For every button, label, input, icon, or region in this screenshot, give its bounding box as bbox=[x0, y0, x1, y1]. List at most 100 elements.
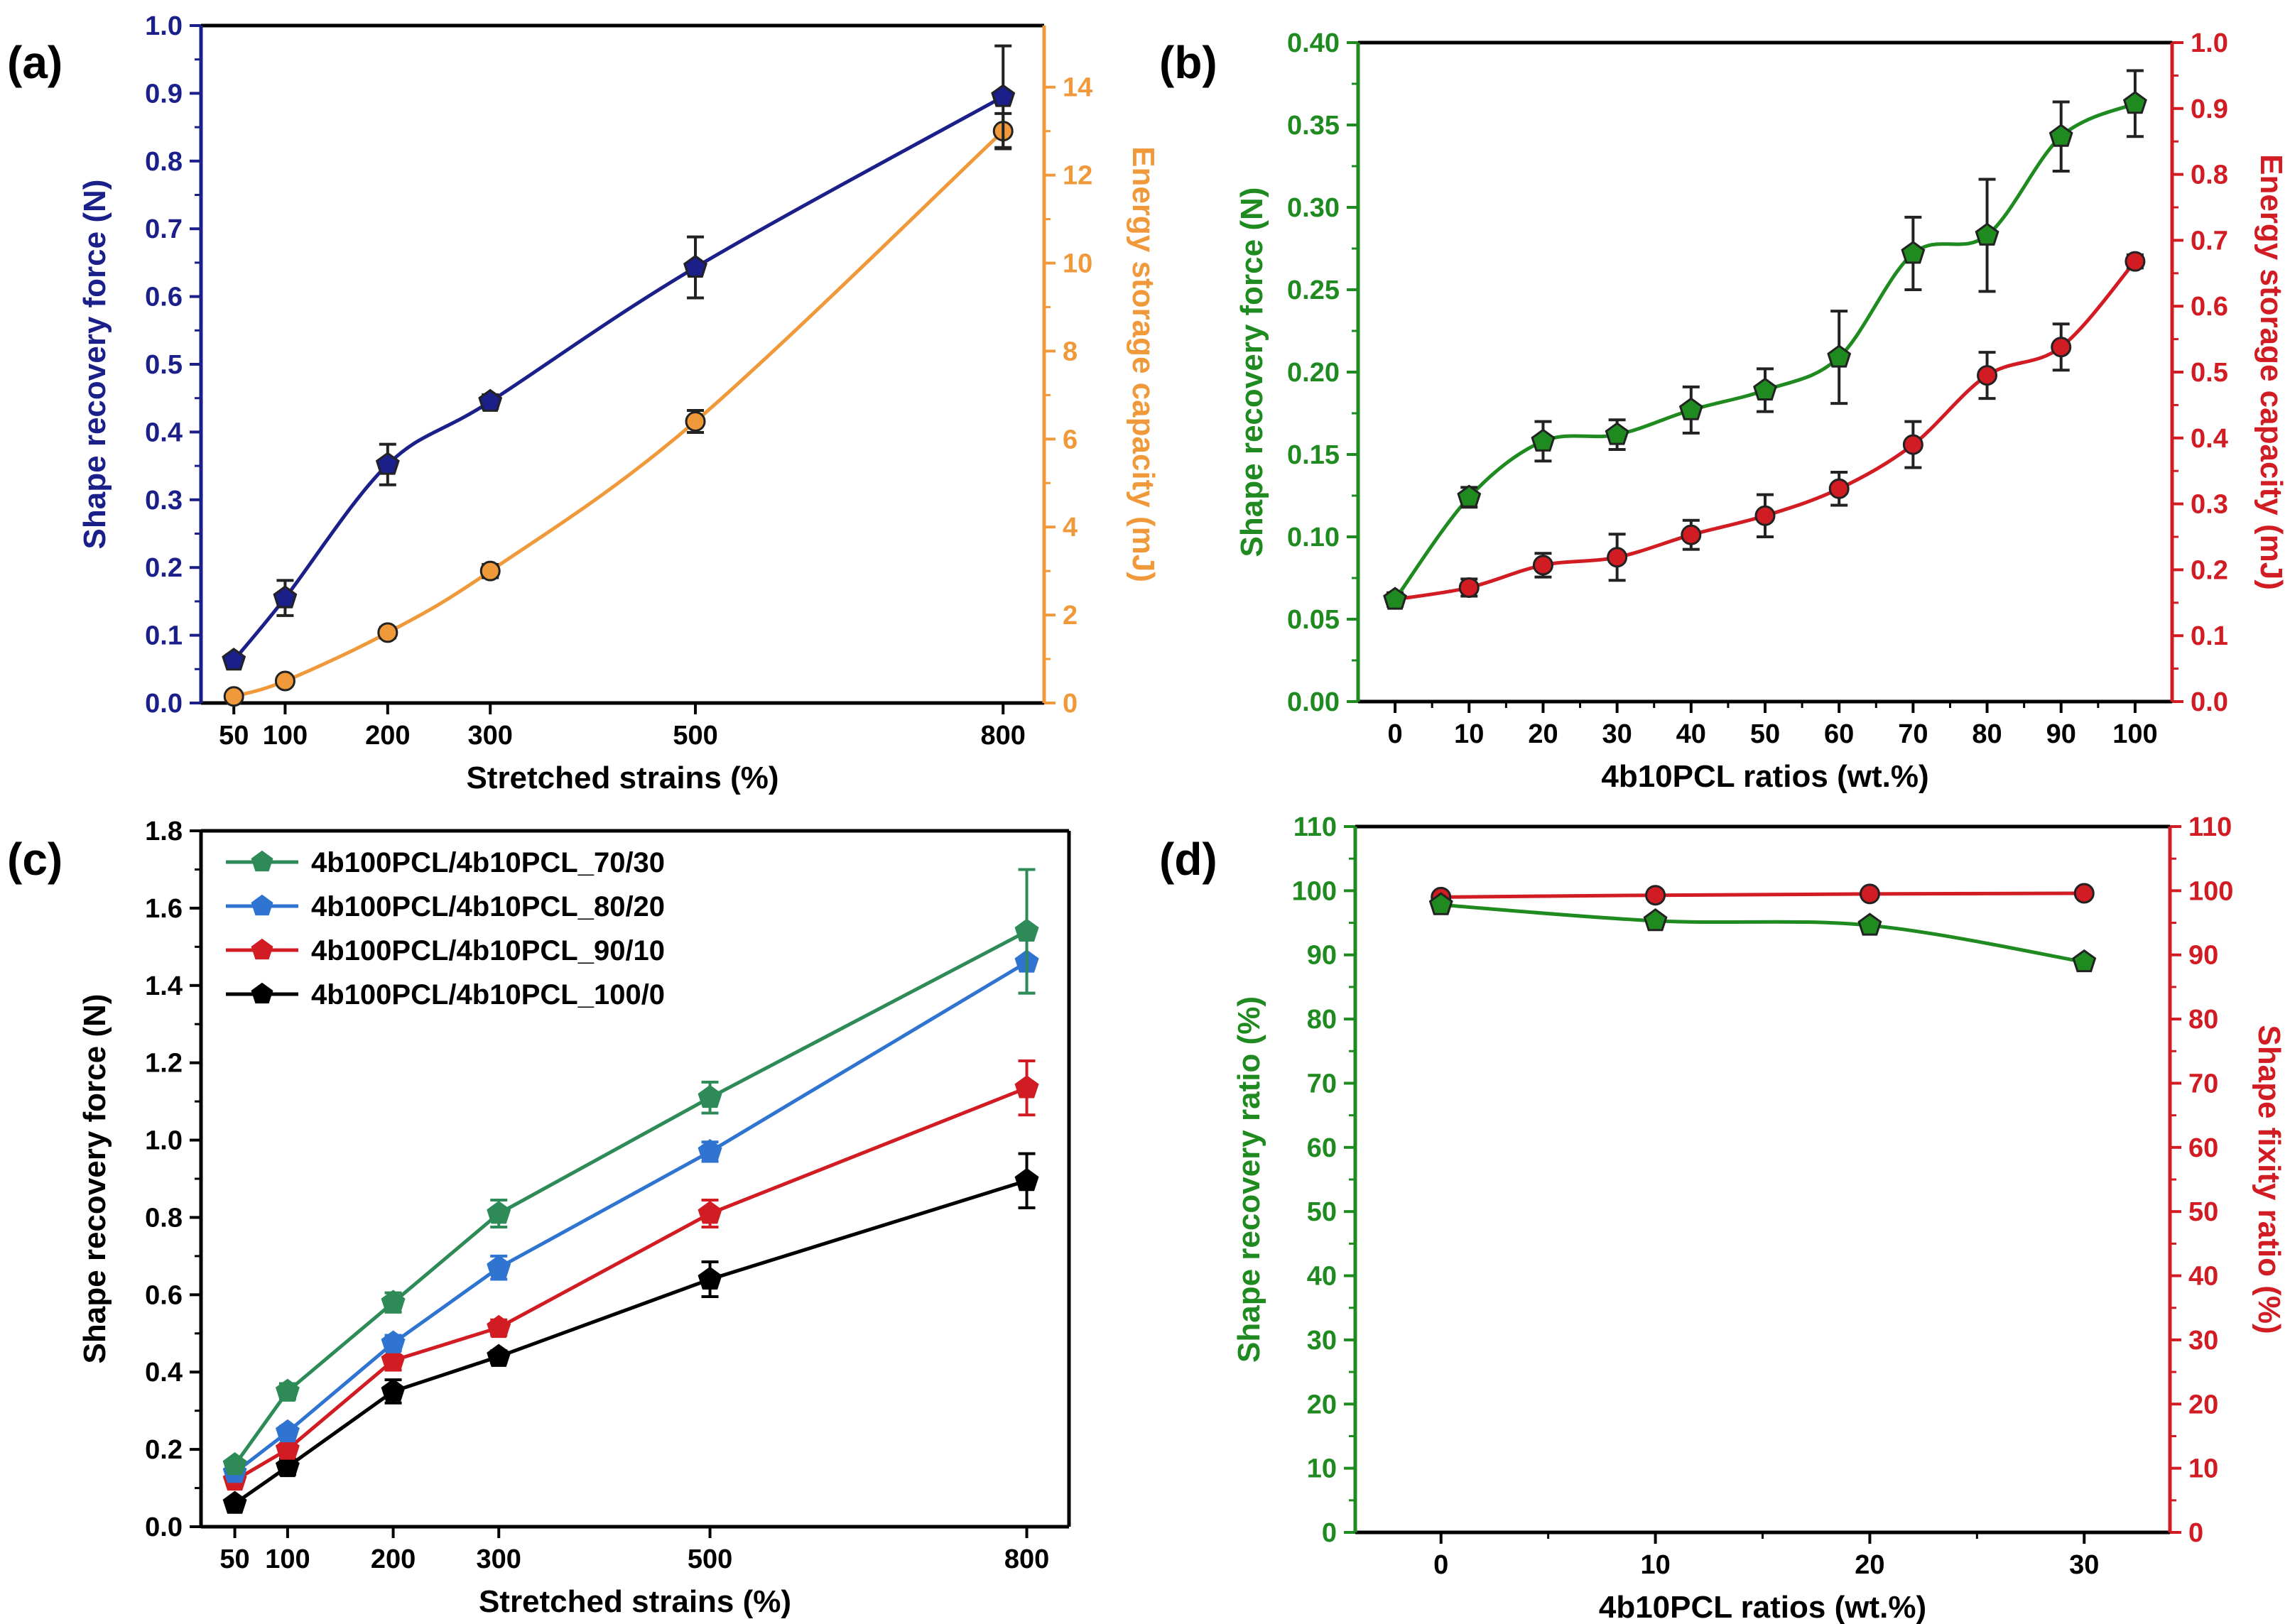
y-tick-label-right: 0.2 bbox=[2191, 555, 2228, 585]
x-tick-label: 10 bbox=[1454, 719, 1484, 749]
data-point bbox=[1458, 577, 1480, 598]
data-point bbox=[1014, 1167, 1039, 1192]
data-point bbox=[1645, 885, 1666, 906]
x-tick-label: 50 bbox=[219, 1544, 249, 1574]
data-point bbox=[479, 560, 501, 582]
y-axis-title-right: Energy storage capacity (mJ) bbox=[2254, 154, 2289, 590]
data-point bbox=[1605, 422, 1629, 445]
y-tick-label-left: 0.8 bbox=[145, 1203, 183, 1233]
data-point bbox=[1531, 428, 1556, 452]
y-tick-label-right: 100 bbox=[2188, 876, 2233, 906]
x-tick-label: 0 bbox=[1433, 1550, 1448, 1580]
series-line bbox=[233, 129, 1004, 699]
x-axis-title: Stretched strains (%) bbox=[479, 1584, 791, 1619]
x-tick-label: 300 bbox=[468, 721, 513, 751]
y-tick-label-left: 70 bbox=[1307, 1069, 1337, 1099]
y-tick-label-left: 80 bbox=[1307, 1005, 1337, 1035]
y-tick-label-left: 0.40 bbox=[1287, 28, 1340, 58]
data-point bbox=[487, 1201, 511, 1224]
y-tick-label-right: 0.6 bbox=[2191, 292, 2228, 322]
y-tick-label-right: 12 bbox=[1063, 161, 1092, 191]
y-tick-label-right: 0 bbox=[1063, 689, 1078, 719]
y-tick-label-left: 0.5 bbox=[145, 350, 183, 380]
x-tick-label: 80 bbox=[1972, 719, 2002, 749]
data-point bbox=[1902, 434, 1923, 455]
y-tick-label-left: 1.0 bbox=[145, 1126, 183, 1156]
data-point bbox=[478, 388, 503, 412]
x-tick-label: 20 bbox=[1855, 1550, 1884, 1580]
y-tick-label-left: 0.9 bbox=[145, 79, 183, 109]
data-point bbox=[1678, 397, 1703, 420]
series-line bbox=[1394, 260, 2137, 601]
x-tick-label: 500 bbox=[673, 721, 717, 751]
y-tick-label-left: 60 bbox=[1307, 1133, 1337, 1163]
y-tick-label-right: 6 bbox=[1063, 425, 1078, 454]
y-tick-label-right: 70 bbox=[2188, 1069, 2218, 1099]
data-point bbox=[1643, 908, 1668, 932]
y-tick-label-left: 0.1 bbox=[145, 621, 183, 651]
y-tick-label-left: 0.2 bbox=[145, 1435, 183, 1465]
legend-label: 4b100PCL/4b10PCL_90/10 bbox=[311, 935, 665, 966]
y-axis-title-left: Shape recovery force (N) bbox=[1234, 187, 1269, 557]
panel-letter-a: (a) bbox=[7, 37, 63, 88]
panel-letter-c: (c) bbox=[7, 834, 63, 885]
x-tick-label: 50 bbox=[219, 721, 249, 751]
y-tick-label-left: 0.25 bbox=[1287, 276, 1340, 305]
y-tick-label-right: 50 bbox=[2188, 1197, 2218, 1227]
y-tick-label-left: 0.35 bbox=[1287, 111, 1340, 141]
y-tick-label-left: 90 bbox=[1307, 941, 1337, 971]
x-tick-label: 100 bbox=[2112, 719, 2157, 749]
y-tick-label-right: 10 bbox=[1063, 249, 1092, 279]
x-tick-label: 40 bbox=[1676, 719, 1706, 749]
y-tick-label-left: 0.8 bbox=[145, 147, 183, 177]
x-axis-title: 4b10PCL ratios (wt.%) bbox=[1599, 1590, 1926, 1624]
y-tick-label-left: 0.3 bbox=[145, 486, 183, 516]
y-tick-label-left: 100 bbox=[1292, 876, 1337, 906]
y-axis-title-right: Shape fixity ratio (%) bbox=[2252, 1025, 2286, 1334]
series-line bbox=[234, 1179, 1028, 1505]
y-tick-label-left: 0.0 bbox=[145, 689, 183, 719]
x-tick-label: 200 bbox=[365, 721, 410, 751]
x-tick-label: 30 bbox=[1602, 719, 1632, 749]
y-tick-label-right: 0 bbox=[2188, 1518, 2203, 1548]
data-point bbox=[274, 670, 295, 692]
series-line bbox=[1440, 891, 2085, 899]
series-line bbox=[232, 95, 1004, 662]
x-tick-label: 200 bbox=[371, 1544, 416, 1574]
legend-marker bbox=[251, 938, 273, 960]
data-point bbox=[1607, 547, 1628, 568]
data-point bbox=[487, 1344, 511, 1367]
data-point bbox=[2048, 124, 2073, 147]
y-tick-label-right: 30 bbox=[2188, 1326, 2218, 1356]
y-tick-label-left: 0.05 bbox=[1287, 605, 1340, 635]
x-tick-label: 0 bbox=[1388, 719, 1403, 749]
y-tick-label-left: 1.6 bbox=[145, 894, 183, 924]
y-tick-label-right: 110 bbox=[2188, 812, 2232, 842]
panel-letter-d: (d) bbox=[1159, 834, 1217, 885]
y-tick-label-left: 0.30 bbox=[1287, 193, 1340, 223]
legend-marker bbox=[251, 850, 273, 872]
y-tick-label-left: 110 bbox=[1293, 812, 1337, 842]
series-line bbox=[1440, 903, 2085, 964]
x-tick-label: 100 bbox=[263, 721, 308, 751]
y-axis-title-left: Shape recovery force (N) bbox=[77, 180, 112, 550]
x-tick-label: 10 bbox=[1640, 1550, 1670, 1580]
data-point bbox=[2125, 251, 2146, 272]
y-tick-label-right: 2 bbox=[1063, 601, 1078, 631]
data-point bbox=[1828, 478, 1850, 499]
y-tick-label-left: 0.10 bbox=[1287, 523, 1340, 552]
y-tick-label-left: 0.6 bbox=[145, 1280, 183, 1310]
y-tick-label-left: 0.2 bbox=[145, 553, 183, 583]
data-point bbox=[698, 1139, 722, 1162]
x-tick-label: 20 bbox=[1528, 719, 1558, 749]
y-tick-label-right: 0.9 bbox=[2191, 94, 2228, 124]
data-point bbox=[222, 1491, 247, 1514]
data-point bbox=[275, 1437, 300, 1460]
y-axis-title-right: Energy storage capacity (mJ) bbox=[1126, 146, 1161, 582]
data-point bbox=[377, 622, 398, 643]
y-tick-label-right: 4 bbox=[1063, 513, 1078, 543]
series-line bbox=[234, 960, 1028, 1474]
data-point bbox=[1827, 344, 1852, 368]
x-tick-label: 800 bbox=[981, 721, 1026, 751]
